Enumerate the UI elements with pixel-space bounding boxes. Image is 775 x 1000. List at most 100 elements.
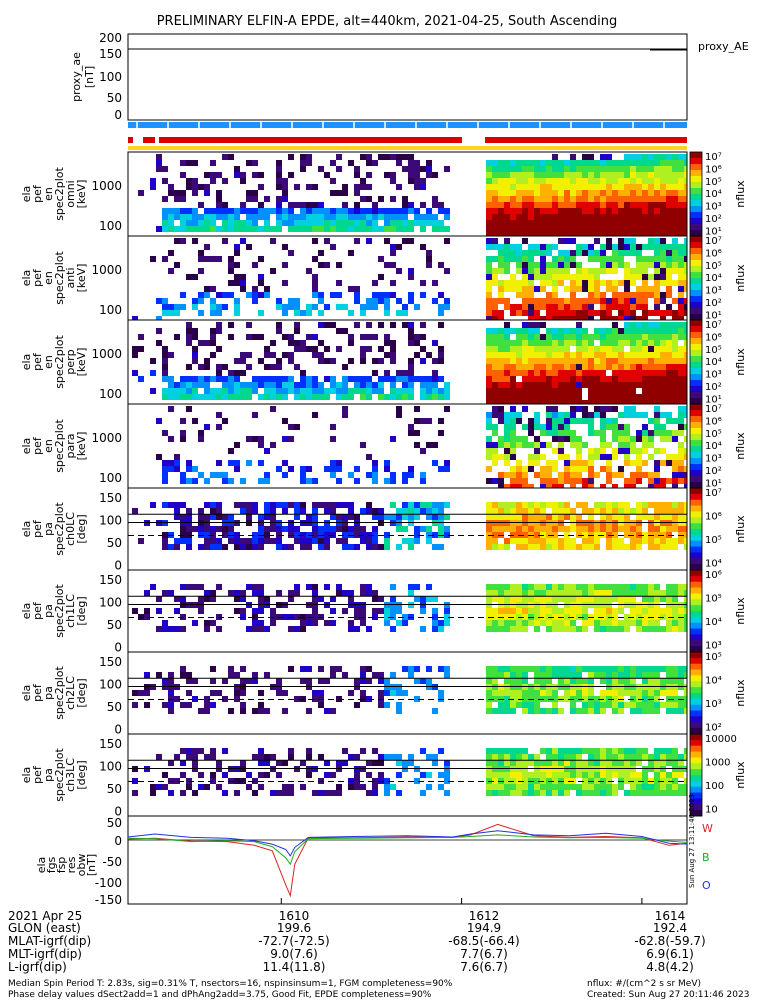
- spectrogram-cell: [648, 382, 654, 388]
- spectrogram-cell: [654, 166, 660, 172]
- spectrogram-cell: [222, 514, 228, 520]
- spectrogram-cell: [180, 584, 186, 590]
- spectrogram-cell: [540, 502, 546, 508]
- spectrogram-cell: [678, 328, 684, 334]
- spectrogram-cell: [528, 208, 534, 214]
- spectrogram-cell: [276, 590, 282, 596]
- spectrogram-cell: [630, 232, 636, 236]
- spectrogram-cell: [516, 208, 522, 214]
- spectrogram-cell: [354, 520, 360, 526]
- spectrogram-cell: [144, 590, 150, 596]
- spectrogram-cell: [324, 772, 330, 778]
- spectrogram-cell: [306, 226, 312, 232]
- spectrogram-cell: [624, 202, 630, 208]
- spectrogram-cell: [570, 406, 576, 412]
- spectrogram-cell: [606, 520, 612, 526]
- spectrogram-cell: [588, 286, 594, 292]
- spectrogram-cell: [174, 754, 180, 760]
- spectrogram-cell: [348, 508, 354, 514]
- spectrogram-cell: [630, 608, 636, 614]
- spectrogram-cell: [498, 184, 504, 190]
- spectrogram-cell: [630, 784, 636, 790]
- spectrogram-cell: [594, 196, 600, 202]
- spectrogram-cell: [294, 298, 300, 304]
- ytick-label: 50: [107, 700, 122, 714]
- spectrogram-cell: [402, 310, 408, 316]
- spectrogram-cell: [174, 382, 180, 388]
- spectrogram-cell: [630, 202, 636, 208]
- spectrogram-cell: [504, 520, 510, 526]
- colorbar-label: nflux: [734, 264, 747, 292]
- spectrogram-cell: [306, 214, 312, 220]
- spectrogram-cell: [330, 322, 336, 328]
- spectrogram-cell: [642, 388, 648, 394]
- spectrogram-cell: [654, 520, 660, 526]
- spectrogram-cell: [354, 784, 360, 790]
- spectrogram-cell: [576, 340, 582, 346]
- spectrogram-cell: [282, 334, 288, 340]
- spectrogram-cell: [558, 772, 564, 778]
- spectrogram-cell: [288, 520, 294, 526]
- spectrogram-cell: [402, 304, 408, 310]
- spectrogram-cell: [210, 514, 216, 520]
- spectrogram-cell: [576, 678, 582, 684]
- colorbar-tick-label: 10⁷: [705, 320, 722, 331]
- spectrogram-cell: [528, 172, 534, 178]
- spectrogram-cell: [222, 472, 228, 478]
- spectrogram-cell: [666, 232, 672, 236]
- spectrogram-cell: [678, 334, 684, 340]
- spectrogram-cell: [222, 220, 228, 226]
- spectrogram-cell: [552, 590, 558, 596]
- spectrogram-cell: [528, 202, 534, 208]
- spectrogram-cell: [324, 620, 330, 626]
- spectrogram-cell: [240, 666, 246, 672]
- spectrogram-cell: [402, 202, 408, 208]
- spectrogram-cell: [606, 406, 612, 412]
- spectrogram-cell: [252, 382, 258, 388]
- spectrogram-cell: [594, 784, 600, 790]
- spectrogram-cell: [306, 666, 312, 672]
- spectrogram-cell: [570, 472, 576, 478]
- spectrogram-cell: [606, 316, 612, 320]
- spectrogram-cell: [282, 244, 288, 250]
- spectrogram-cell: [534, 160, 540, 166]
- spectrogram-cell: [210, 340, 216, 346]
- spectrogram-cell: [540, 160, 546, 166]
- spectrogram-cell: [600, 334, 606, 340]
- spectrogram-cell: [132, 766, 138, 772]
- spectrogram-cell: [312, 608, 318, 614]
- spectrogram-cell: [528, 226, 534, 232]
- spectrogram-cell: [654, 208, 660, 214]
- spectrogram-cell: [516, 620, 522, 626]
- spectrogram-cell: [624, 292, 630, 298]
- spectrogram-cell: [186, 178, 192, 184]
- spectrogram-cell: [240, 394, 246, 400]
- spectrogram-cell: [186, 376, 192, 382]
- spectrogram-cell: [558, 160, 564, 166]
- spectrogram-cell: [642, 268, 648, 274]
- spectrogram-cell: [432, 394, 438, 400]
- spectrogram-cell: [486, 514, 492, 520]
- spectrogram-cell: [186, 520, 192, 526]
- spectrogram-cell: [516, 754, 522, 760]
- spectrogram-cell: [546, 460, 552, 466]
- spectrogram-cell: [570, 334, 576, 340]
- spectrogram-cell: [582, 316, 588, 320]
- spectrogram-cell: [252, 708, 258, 714]
- spectrogram-cell: [516, 400, 522, 404]
- spectrogram-cell: [234, 280, 240, 286]
- spectrogram-cell: [678, 184, 684, 190]
- spectrogram-cell: [300, 388, 306, 394]
- spectrogram-cell: [606, 190, 612, 196]
- spectrogram-cell: [432, 214, 438, 220]
- spectrogram-cell: [600, 590, 606, 596]
- spectrogram-cell: [402, 196, 408, 202]
- spectrogram-cell: [420, 626, 426, 632]
- spectrogram-cell: [636, 436, 642, 442]
- spectrogram-cell: [318, 202, 324, 208]
- spectrogram-cell: [510, 166, 516, 172]
- spectrogram-cell: [618, 424, 624, 430]
- spectrogram-cell: [636, 220, 642, 226]
- spectrogram-cell: [294, 590, 300, 596]
- spectrogram-cell: [492, 196, 498, 202]
